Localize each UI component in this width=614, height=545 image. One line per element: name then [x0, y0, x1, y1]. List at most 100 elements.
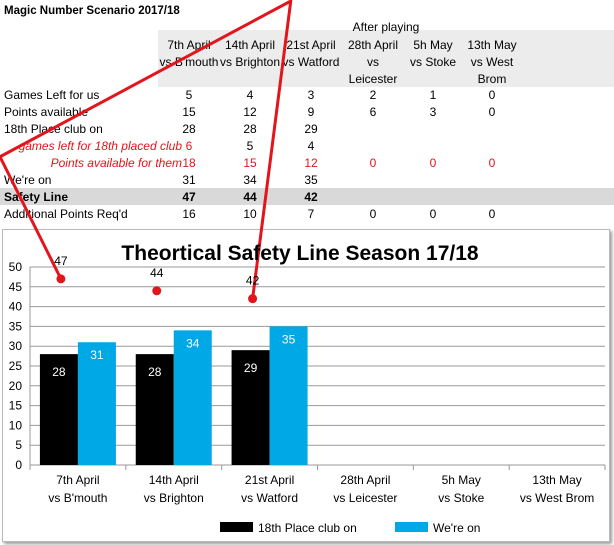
x-tick-label: vs West Brom — [520, 491, 594, 505]
table-cell[interactable]: 5 — [246, 139, 254, 153]
column-header-line: vs Stoke — [409, 55, 457, 69]
bar-data-label: 35 — [282, 332, 296, 346]
column-header-line: vs Leicester — [348, 55, 398, 86]
bar-data-label: 31 — [90, 348, 104, 362]
y-tick-label: 35 — [9, 319, 23, 333]
table-cell[interactable]: 6 — [185, 139, 193, 153]
table-cell[interactable]: 0 — [369, 207, 377, 221]
y-tick-label: 30 — [9, 339, 23, 353]
18th-place-bar — [135, 354, 174, 465]
table-cell[interactable]: 12 — [243, 105, 257, 119]
table-cell[interactable]: 0 — [488, 207, 496, 221]
table-cell[interactable]: 34 — [243, 173, 257, 187]
y-tick-label: 25 — [9, 359, 23, 373]
legend-label-18th-place: 18th Place club on — [258, 521, 357, 535]
we-are-on-bar — [269, 326, 308, 465]
bar-data-label: 28 — [148, 365, 162, 379]
legend-swatch-18th-place — [220, 522, 253, 532]
table-cell[interactable]: 0 — [369, 156, 377, 170]
column-header-line: 21st April — [286, 38, 336, 52]
table-cell[interactable]: 3 — [429, 105, 437, 119]
we-are-on-bar — [173, 330, 212, 465]
row-label: Points available — [4, 105, 89, 119]
table-cell[interactable]: 16 — [182, 207, 196, 221]
legend-label-we-are-on: We're on — [433, 521, 480, 535]
column-header: 14th April vs Brighton — [219, 37, 281, 71]
table-cell[interactable]: 42 — [304, 190, 318, 204]
table-cell[interactable]: 15 — [182, 105, 196, 119]
row-label: We're on — [4, 173, 52, 187]
table-cell[interactable]: 47 — [182, 190, 196, 204]
bar-data-label: 29 — [244, 361, 258, 375]
y-tick-label: 20 — [9, 379, 23, 393]
table-cell[interactable]: 28 — [243, 122, 257, 136]
table-cell[interactable]: 31 — [182, 173, 196, 187]
x-tick-label: vs Brighton — [144, 491, 204, 505]
table-cell[interactable]: 29 — [304, 122, 318, 136]
row-label: Safety Line — [4, 190, 69, 204]
y-tick-label: 0 — [15, 458, 22, 472]
x-tick-label: 5h May — [442, 473, 481, 487]
column-header-line: 14th April — [224, 38, 276, 52]
table-cell[interactable]: 10 — [243, 207, 257, 221]
table-cell[interactable]: 44 — [243, 190, 257, 204]
column-header: 28th April vs Leicester — [342, 37, 404, 88]
column-header-line: vs Brighton — [219, 55, 281, 69]
row-label: Points available for them — [50, 156, 182, 170]
table-cell[interactable]: 9 — [307, 105, 315, 119]
header-background — [158, 30, 614, 87]
we-are-on-bar — [77, 342, 116, 465]
line-data-label: 47 — [54, 254, 68, 268]
table-cell[interactable]: 0 — [429, 207, 437, 221]
18th-place-bar — [39, 354, 78, 465]
table-cell[interactable]: 0 — [488, 156, 496, 170]
y-tick-label: 10 — [9, 418, 23, 432]
table-cell[interactable]: 15 — [243, 156, 257, 170]
column-header: 5h May vs Stoke — [402, 37, 464, 71]
table-cell[interactable]: 0 — [488, 105, 496, 119]
table-cell[interactable]: 7 — [307, 207, 315, 221]
table-cell[interactable]: 5 — [185, 88, 193, 102]
18th-place-bar — [231, 350, 270, 465]
table-cell[interactable]: 4 — [307, 139, 315, 153]
column-header: 21st April vs Watford — [280, 37, 342, 71]
line-data-label: 42 — [246, 274, 260, 288]
y-tick-label: 50 — [9, 260, 23, 274]
safety-line-series — [0, 0, 293, 299]
table-cell[interactable]: 6 — [369, 105, 377, 119]
line-data-label: 44 — [150, 266, 164, 280]
x-tick-label: 28th April — [340, 473, 390, 487]
column-header-line: 13th May — [467, 38, 517, 52]
safety-line-point — [152, 286, 162, 296]
bar-data-label: 34 — [186, 336, 200, 350]
table-cell[interactable]: 3 — [307, 88, 315, 102]
legend-swatch-we-are-on — [395, 522, 428, 532]
table-cell[interactable]: 0 — [429, 156, 437, 170]
y-tick-label: 5 — [15, 438, 22, 452]
column-header: 13th May vs West Brom — [461, 37, 523, 88]
column-header-line: vs B'mouth — [159, 55, 219, 69]
row-label: Games Left for us — [4, 88, 100, 102]
x-tick-label: vs Watford — [241, 491, 298, 505]
table-cell[interactable]: 2 — [369, 88, 377, 102]
y-tick-label: 40 — [9, 300, 23, 314]
safety-line-point — [248, 294, 258, 304]
column-header-line: vs Watford — [282, 55, 340, 69]
after-playing-label: After playing — [352, 20, 420, 34]
y-tick-label: 15 — [9, 399, 23, 413]
bar-data-label: 28 — [52, 365, 66, 379]
table-cell[interactable]: 0 — [488, 88, 496, 102]
sheet-title: Magic Number Scenario 2017/18 — [4, 5, 180, 17]
table-cell[interactable]: 12 — [304, 156, 318, 170]
table-cell[interactable]: 18 — [182, 156, 196, 170]
x-tick-label: 7th April — [56, 473, 99, 487]
row-label: Additional Points Req'd — [4, 207, 128, 221]
table-cell[interactable]: 4 — [246, 88, 254, 102]
column-header-line: 28th April — [347, 38, 399, 52]
x-tick-label: 13th May — [532, 473, 581, 487]
table-cell[interactable]: 1 — [429, 88, 437, 102]
table-cell[interactable]: 35 — [304, 173, 318, 187]
safety-line-highlight — [0, 188, 614, 205]
table-cell[interactable]: 28 — [182, 122, 196, 136]
